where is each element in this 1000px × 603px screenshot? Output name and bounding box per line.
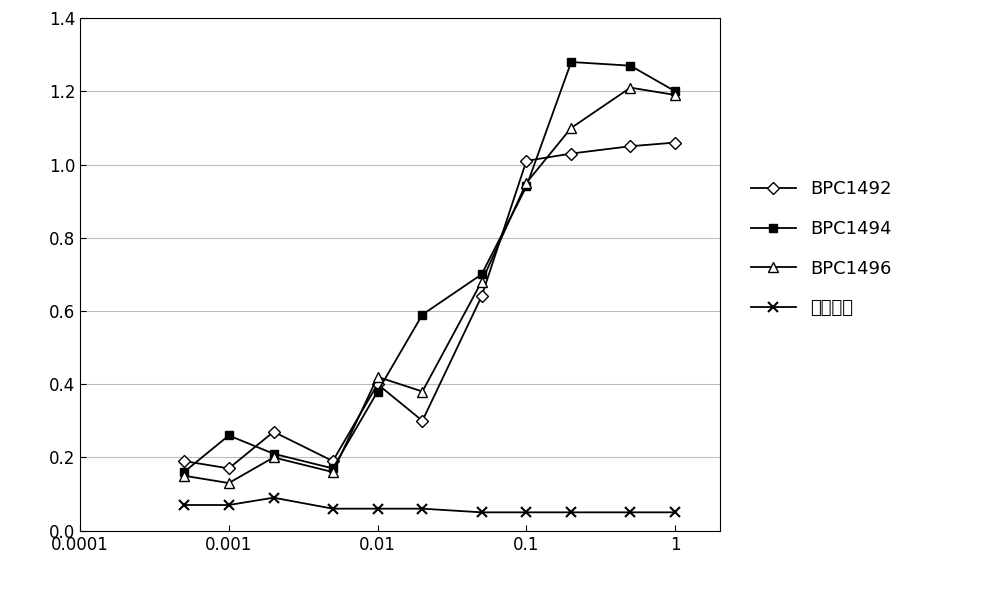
BPC1496 xyxy=(476,278,488,285)
BPC1492 xyxy=(327,458,339,465)
BPC1494 xyxy=(669,87,681,95)
BPC1494 xyxy=(178,469,190,476)
BPC1492 xyxy=(268,428,280,435)
阴性对照 xyxy=(476,509,488,516)
Line: BPC1492: BPC1492 xyxy=(180,139,679,473)
BPC1494 xyxy=(372,388,384,395)
阴性对照 xyxy=(178,502,190,509)
BPC1496 xyxy=(327,469,339,476)
BPC1494 xyxy=(520,183,532,190)
BPC1496 xyxy=(372,373,384,380)
阴性对照 xyxy=(624,509,636,516)
BPC1496 xyxy=(565,124,577,131)
阴性对照 xyxy=(327,505,339,513)
BPC1496 xyxy=(624,84,636,91)
Line: 阴性对照: 阴性对照 xyxy=(179,493,680,517)
BPC1494 xyxy=(624,62,636,69)
Legend: BPC1492, BPC1494, BPC1496, 阴性对照: BPC1492, BPC1494, BPC1496, 阴性对照 xyxy=(742,171,901,326)
BPC1496 xyxy=(669,91,681,98)
BPC1494 xyxy=(565,58,577,66)
BPC1492 xyxy=(223,465,235,472)
阴性对照 xyxy=(372,505,384,513)
阴性对照 xyxy=(669,509,681,516)
阴性对照 xyxy=(268,494,280,501)
BPC1494 xyxy=(327,465,339,472)
Line: BPC1494: BPC1494 xyxy=(180,58,679,476)
BPC1494 xyxy=(223,432,235,439)
BPC1492 xyxy=(416,417,428,425)
阴性对照 xyxy=(565,509,577,516)
BPC1492 xyxy=(669,139,681,146)
BPC1492 xyxy=(372,380,384,388)
Line: BPC1496: BPC1496 xyxy=(179,83,680,488)
BPC1492 xyxy=(520,157,532,165)
BPC1492 xyxy=(476,292,488,300)
BPC1492 xyxy=(565,150,577,157)
BPC1494 xyxy=(416,311,428,318)
BPC1496 xyxy=(416,388,428,395)
BPC1496 xyxy=(223,479,235,487)
阴性对照 xyxy=(223,502,235,509)
BPC1496 xyxy=(520,179,532,186)
BPC1494 xyxy=(268,450,280,457)
BPC1496 xyxy=(178,472,190,479)
阴性对照 xyxy=(416,505,428,513)
BPC1492 xyxy=(624,143,636,150)
BPC1494 xyxy=(476,271,488,278)
BPC1496 xyxy=(268,454,280,461)
阴性对照 xyxy=(520,509,532,516)
BPC1492 xyxy=(178,458,190,465)
